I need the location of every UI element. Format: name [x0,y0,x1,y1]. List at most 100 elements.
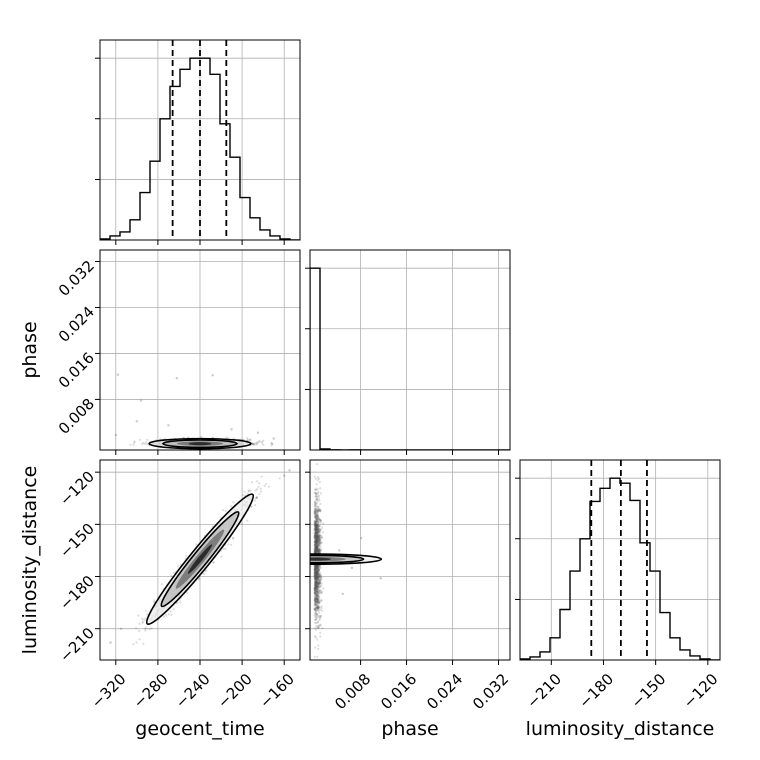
scatter-point [314,583,317,587]
scatter-point [317,569,320,572]
scatter-point [315,526,318,529]
scatter-point [316,594,319,597]
scatter-point [313,565,316,568]
scatter-point [255,496,259,499]
scatter-point [316,519,319,523]
scatter-point [148,627,151,631]
scatter-point [315,586,318,589]
scatter-point [314,540,317,543]
scatter-point [317,590,320,593]
scatter-point [314,585,317,588]
scatter-point [338,549,341,552]
scatter-point [316,620,320,623]
scatter-point [317,543,320,547]
scatter-point [315,497,318,500]
scatter-point [139,399,143,402]
scatter-point [314,541,317,544]
scatter-point [187,436,190,439]
scatter-point [315,573,319,576]
scatter-point [314,590,317,593]
scatter-point [315,566,318,570]
scatter-point [197,578,201,581]
scatter-point [318,539,321,542]
scatter-point [259,487,262,490]
scatter-point [316,546,319,549]
x-tick-label: −150 [628,670,670,712]
scatter-point [318,579,322,583]
scatter-point [314,540,317,543]
scatter-point [315,528,318,531]
scatter-point [316,523,319,526]
scatter-point [262,443,265,447]
scatter-point [314,528,317,531]
scatter-point [316,566,319,570]
scatter-point [247,438,250,441]
scatter-point [144,617,147,620]
scatter-point [316,576,319,579]
scatter-point [314,581,318,584]
scatter-point [315,547,319,550]
scatter-point [315,577,318,581]
scatter-point [315,585,318,588]
scatter-point [316,546,319,549]
scatter-point [315,569,318,572]
scatter-point [314,522,318,525]
scatter-point [314,571,317,575]
scatter-point [316,604,320,607]
scatter-point [255,496,259,499]
scatter-point [315,597,318,600]
scatter-point [313,571,316,574]
scatter-point [316,549,320,552]
scatter-point [313,536,316,539]
x-tick-label: −160 [256,670,298,712]
scatter-point [314,545,318,548]
scatter-point [317,647,320,651]
scatter-point [313,565,317,569]
scatter-point [317,626,320,629]
panel-content [520,460,720,660]
scatter-point [315,540,318,543]
scatter-point [231,537,235,540]
scatter-point [315,607,318,610]
scatter-point [314,568,317,572]
scatter-point [316,609,319,612]
scatter-point [315,546,318,550]
scatter-point [316,526,319,530]
scatter-point [318,579,321,582]
scatter-point [316,592,319,596]
scatter-point [315,571,318,575]
scatter-point [315,574,318,577]
scatter-point [318,548,321,552]
scatter-point [314,581,317,584]
scatter-point [314,510,317,514]
scatter-point [315,577,319,580]
scatter-point [203,572,206,575]
contour-line [160,511,240,608]
scatter-point [315,585,318,588]
scatter-point [315,576,319,579]
scatter-point [315,606,319,609]
scatter-point [315,538,318,541]
scatter-point [241,493,244,497]
scatter-point [315,520,318,523]
scatter-point [314,536,317,539]
scatter-point [313,580,317,583]
y-tick-label: −210 [56,624,98,666]
scatter-point [314,513,318,516]
scatter-point [315,547,318,550]
scatter-point [314,523,317,526]
scatter-point [316,575,319,578]
scatter-point [318,581,321,584]
scatter-point [313,575,316,578]
scatter-point [317,609,320,612]
scatter-point [317,570,320,573]
scatter-point [314,597,317,600]
scatter-point [314,594,317,597]
scatter-point [314,592,317,595]
scatter-point [252,442,255,445]
scatter-point [313,524,316,527]
scatter-point [318,528,321,531]
panel-frame [309,459,511,661]
scatter-point [315,517,318,520]
scatter-point [315,582,318,585]
